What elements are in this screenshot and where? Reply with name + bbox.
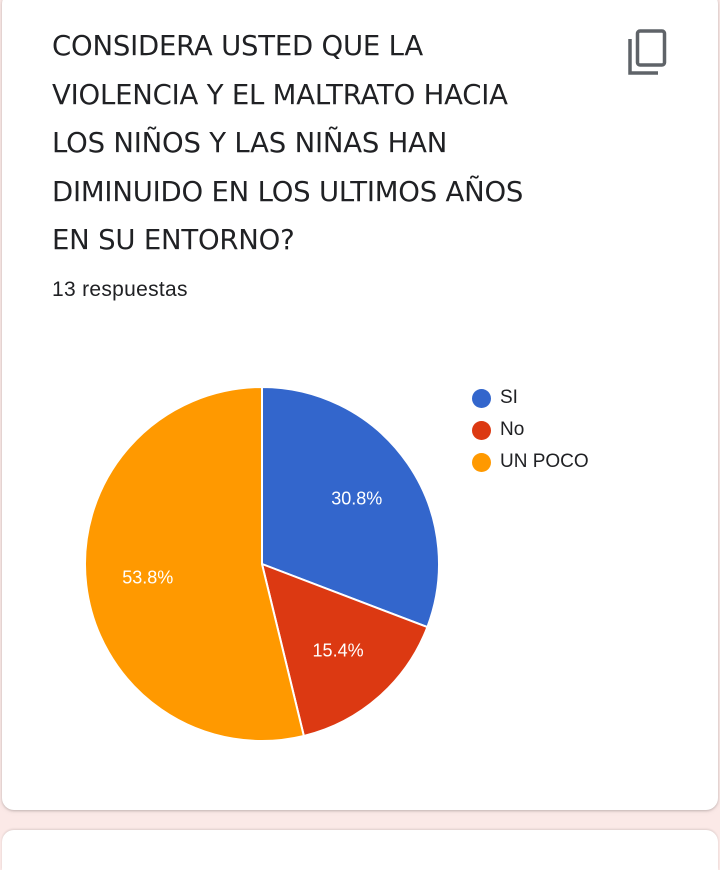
next-card	[2, 830, 718, 870]
question-title: CONSIDERA USTED QUE LA VIOLENCIA Y EL MA…	[52, 22, 592, 265]
pie-chart: 30.8% 15.4% 53.8%	[84, 385, 440, 742]
question-title-line: CONSIDERA USTED QUE LA	[52, 30, 424, 62]
legend-item[interactable]: UN POCO	[472, 446, 589, 478]
legend-swatch	[472, 452, 491, 472]
pie-data-label: 15.4%	[313, 640, 364, 660]
copy-chart-button[interactable]	[622, 28, 672, 78]
pie-data-label: 53.8%	[122, 568, 173, 588]
copy-icon	[628, 29, 667, 75]
pie-slice-no[interactable]	[260, 562, 429, 738]
legend-label: No	[500, 419, 525, 440]
response-count: 13 respuestas	[52, 278, 188, 301]
question-title-line: DIMINUIDO EN LOS ULTIMOS AÑOS	[52, 175, 524, 208]
legend-item[interactable]: SI	[472, 382, 589, 414]
question-title-line: EN SU ENTORNO?	[52, 224, 295, 256]
legend-label: UN POCO	[500, 451, 589, 472]
legend-swatch	[472, 420, 491, 440]
pie-data-label: 30.8%	[331, 489, 382, 509]
chart-legend: SI No UN POCO	[472, 382, 589, 478]
question-title-line: LOS NIÑOS Y LAS NIÑAS HAN	[52, 127, 448, 159]
question-title-line: VIOLENCIA Y EL MALTRATO HACIA	[52, 78, 508, 111]
legend-label: SI	[500, 387, 518, 408]
legend-item[interactable]: No	[472, 414, 589, 446]
pie-slice-si[interactable]	[261, 385, 440, 629]
legend-swatch	[472, 388, 491, 408]
pie-slice-un-poco[interactable]	[84, 385, 306, 742]
